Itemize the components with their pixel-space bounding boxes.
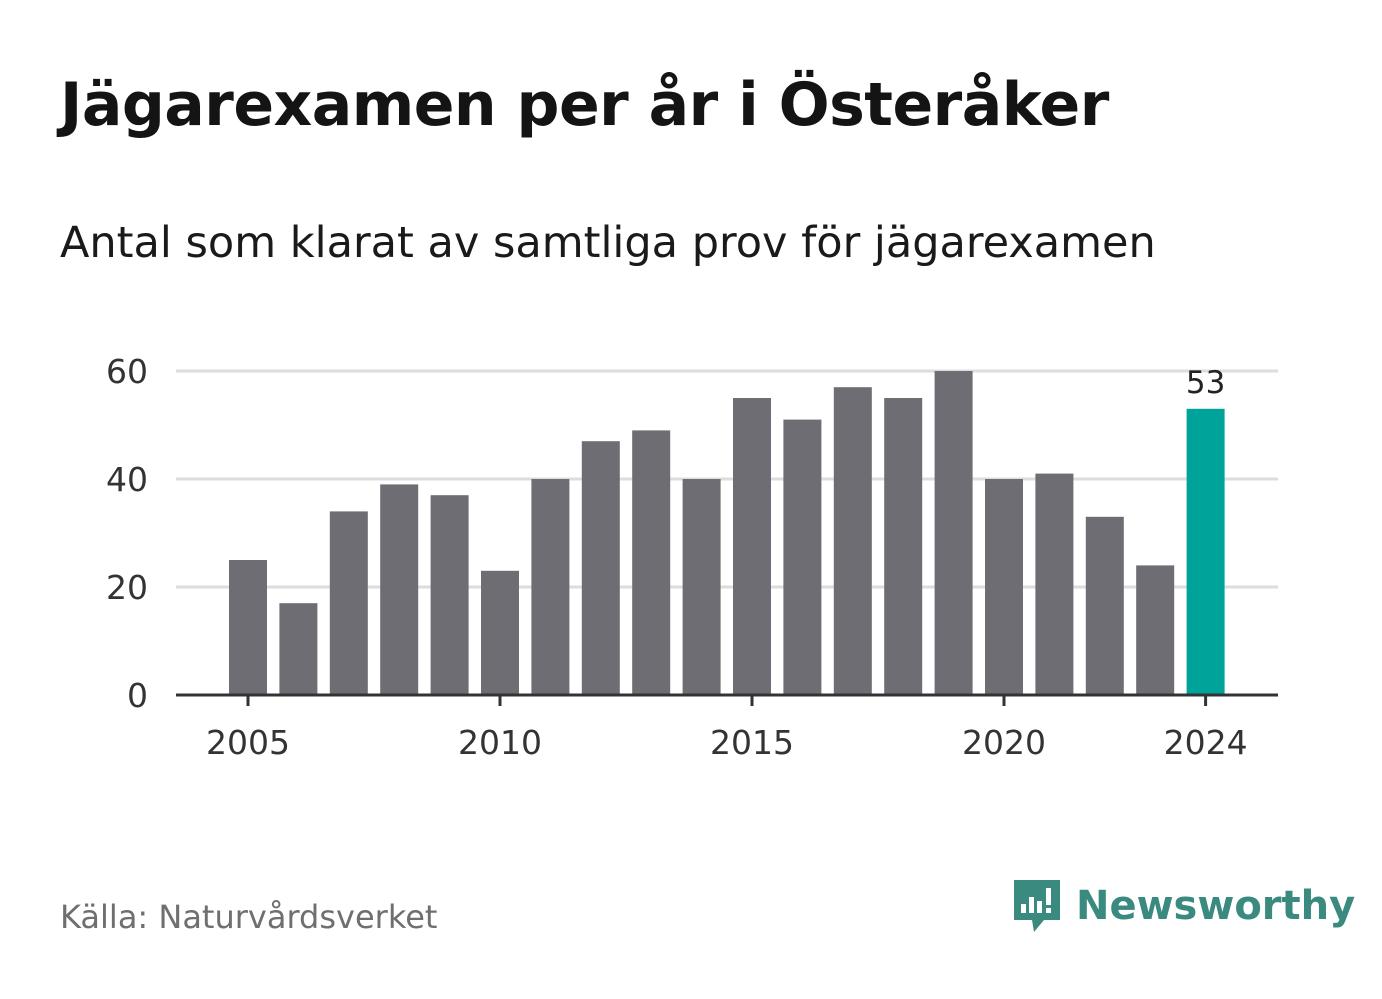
data-label: 53: [1186, 365, 1225, 401]
chart-subtitle: Antal som klarat av samtliga prov för jä…: [60, 218, 1156, 268]
y-tick-label: 0: [127, 676, 148, 715]
source-label: Källa: Naturvårdsverket: [60, 898, 438, 936]
x-tick-label: 2010: [458, 723, 542, 762]
x-tick-label: 2020: [962, 723, 1046, 762]
bar: [229, 560, 267, 695]
x-tick-label: 2015: [710, 723, 794, 762]
y-tick-label: 60: [106, 352, 148, 391]
brand-logo[interactable]: Newsworthy: [1010, 876, 1355, 936]
bar: [430, 495, 469, 695]
y-tick-label: 20: [106, 568, 148, 607]
bar: [329, 511, 368, 695]
bar: [1136, 565, 1175, 695]
brand-name: Newsworthy: [1076, 883, 1356, 929]
bar: [783, 419, 822, 695]
newsworthy-logo-icon: [1014, 880, 1060, 932]
bar: [1085, 516, 1124, 695]
x-tick-label: 2005: [206, 723, 290, 762]
bar: [481, 570, 519, 695]
bar: [934, 371, 973, 695]
bar: [581, 441, 620, 695]
bar: [833, 387, 872, 695]
chart-title: Jägarexamen per år i Österåker: [60, 70, 1109, 140]
bar: [531, 479, 570, 695]
x-tick-label: 2024: [1164, 723, 1248, 762]
bar: [279, 603, 318, 695]
bar: [380, 484, 419, 695]
y-tick-label: 40: [106, 460, 148, 499]
bar: [632, 430, 671, 695]
bar: [733, 398, 771, 695]
bar: [985, 479, 1023, 695]
bar: [1035, 473, 1074, 695]
bar: [884, 398, 923, 695]
bar: [682, 479, 721, 695]
bar-highlight: [1186, 408, 1225, 695]
